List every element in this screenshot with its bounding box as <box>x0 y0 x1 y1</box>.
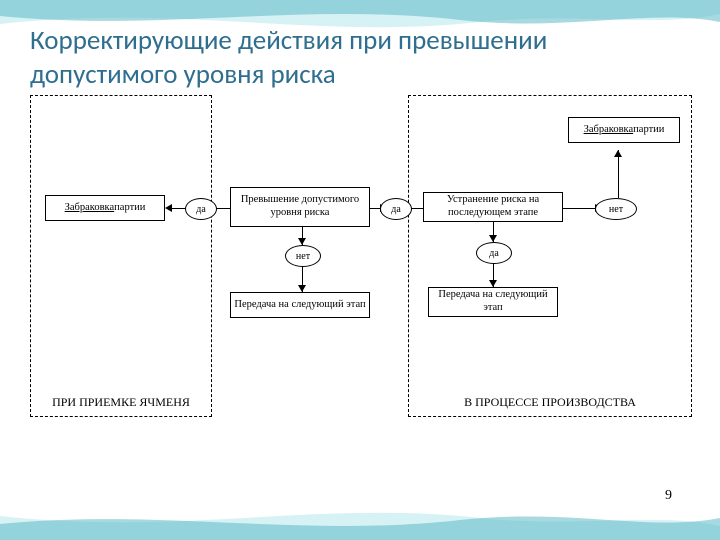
arrow-head <box>298 238 306 245</box>
edge-line <box>172 208 185 209</box>
node-n-yes3: да <box>476 242 512 264</box>
node-n-elim: Устранение риска на последующем этапе <box>423 192 563 222</box>
arrow-head <box>489 280 497 287</box>
node-n-pass1: Передача на следующий этап <box>230 292 370 318</box>
node-n-reject2: Забраковка партии <box>568 117 680 143</box>
region-label: В ПРОЦЕССЕ ПРОИЗВОДСТВА <box>409 395 691 410</box>
page-number: 9 <box>665 488 672 504</box>
region-label: ПРИ ПРИЕМКЕ ЯЧМЕНЯ <box>31 395 211 410</box>
node-n-yes2: да <box>380 198 412 220</box>
node-n-exceed: Превышение допустимого уровня риска <box>230 187 370 227</box>
edge-line <box>215 208 230 209</box>
edge-line <box>563 208 595 209</box>
arrow-head <box>614 150 622 157</box>
node-n-yes1: да <box>185 198 217 220</box>
flowchart-canvas: ПРИ ПРИЕМКЕ ЯЧМЕНЯ В ПРОЦЕССЕ ПРОИЗВОДСТВ… <box>30 95 690 475</box>
slide-title: Корректирующие действия при превышении д… <box>30 24 690 92</box>
node-n-pass2: Передача на следующий этап <box>428 287 558 317</box>
arrow-head <box>489 235 497 242</box>
arrow-head <box>298 285 306 292</box>
node-n-no2: нет <box>595 198 637 220</box>
bottom-wave <box>0 502 720 540</box>
region-reg-right: В ПРОЦЕССЕ ПРОИЗВОДСТВА <box>408 95 692 417</box>
node-n-reject1: Забраковка партии <box>45 195 165 221</box>
arrow-head <box>165 204 172 212</box>
region-reg-left: ПРИ ПРИЕМКЕ ЯЧМЕНЯ <box>30 95 212 417</box>
edge-line <box>370 208 380 209</box>
edge-line <box>618 150 619 198</box>
node-n-no1: нет <box>285 245 321 267</box>
